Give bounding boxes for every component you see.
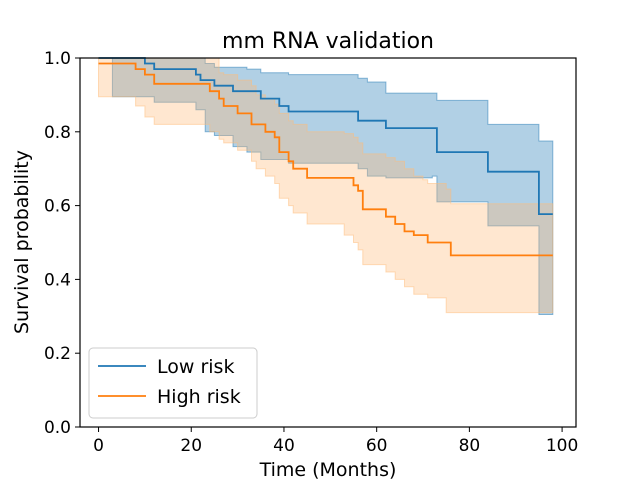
legend-label-high-risk: High risk xyxy=(157,386,241,408)
x-tick-label: 100 xyxy=(546,436,578,456)
legend-label-low-risk: Low risk xyxy=(157,356,234,378)
y-tick-label: 0.0 xyxy=(44,418,71,438)
confidence-band-high-risk xyxy=(98,57,554,314)
y-tick-label: 0.2 xyxy=(44,344,71,364)
survival-line-low-risk xyxy=(98,57,553,215)
x-tick-label: 0 xyxy=(93,436,104,456)
x-tick-label: 20 xyxy=(180,436,202,456)
legend: Low risk High risk xyxy=(88,347,258,419)
plot-area xyxy=(98,57,554,315)
axis-ticks: 0 20 40 60 80 100 0.0 0.2 0.4 0.6 0.8 1.0 xyxy=(44,49,578,456)
y-tick-label: 0.6 xyxy=(44,197,71,217)
x-tick-label: 60 xyxy=(366,436,388,456)
x-axis-label: Time (Months) xyxy=(259,459,397,480)
y-axis-label: Survival probability xyxy=(11,150,33,334)
chart-title: mm RNA validation xyxy=(222,29,434,54)
y-tick-label: 0.8 xyxy=(44,123,71,143)
y-tick-label: 0.4 xyxy=(44,270,71,290)
survival-line-high-risk xyxy=(98,62,553,257)
confidence-band-low-risk xyxy=(98,57,554,315)
y-tick-label: 1.0 xyxy=(44,49,71,69)
axes-frame xyxy=(79,57,577,428)
x-tick-label: 80 xyxy=(459,436,481,456)
x-tick-label: 40 xyxy=(273,436,295,456)
